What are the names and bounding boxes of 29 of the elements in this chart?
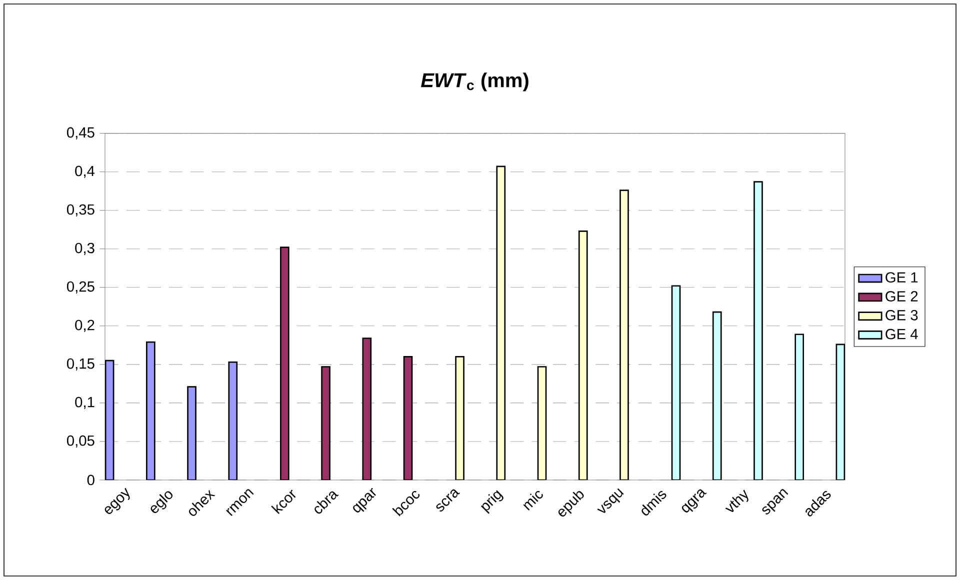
x-tick-label: prig <box>480 490 504 514</box>
x-tick-label: vsqu <box>597 488 624 514</box>
y-tick-label: 0,2 <box>75 320 94 332</box>
bar <box>187 386 196 480</box>
x-tick-label: dmis <box>642 490 666 516</box>
y-tick-label: 0,45 <box>66 127 94 140</box>
x-tick-label: vthy <box>725 490 748 512</box>
y-tick-label: 0 <box>87 474 94 486</box>
y-tick-label: 0,35 <box>66 204 94 216</box>
y-tick-label: 0,4 <box>75 166 95 178</box>
x-tick-label: kcor <box>271 490 296 514</box>
y-tick-label: 0,05 <box>66 435 94 448</box>
chart-title: EWT$_{c}$ (mm) <box>420 72 528 92</box>
x-tick-label: cbra <box>314 491 339 514</box>
x-tick-label: qgra <box>682 489 707 512</box>
x-tick-label: scra <box>436 489 460 512</box>
x-tick-label: eglo <box>150 491 173 514</box>
legend-label: GE 1 <box>886 272 918 283</box>
y-tick-label: 0,25 <box>66 281 94 294</box>
x-tick-label: mic <box>523 490 543 510</box>
legend-label: GE 4 <box>886 328 918 340</box>
y-tick-label: 0,1 <box>75 396 94 410</box>
legend-label: GE 2 <box>886 291 918 302</box>
x-tick-label: qpar <box>353 488 376 512</box>
bar <box>146 341 156 480</box>
legend-label: GE 3 <box>886 310 918 320</box>
y-tick-label: 0,3 <box>75 242 94 255</box>
y-tick-label: 0,15 <box>66 358 94 370</box>
bar <box>228 361 238 480</box>
